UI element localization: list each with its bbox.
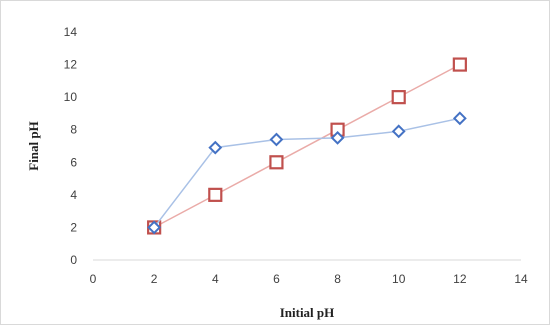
series-1-point	[147, 220, 162, 235]
series-2-point	[452, 57, 467, 72]
y-axis-title: Final pH	[26, 121, 41, 171]
y-tick-label: 2	[70, 220, 77, 234]
y-tick-label: 8	[70, 123, 77, 137]
series-1	[147, 111, 467, 235]
y-tick-label: 14	[64, 25, 78, 39]
x-tick-label: 6	[273, 272, 280, 286]
y-tick-label: 0	[70, 253, 77, 267]
series-1-point	[330, 130, 345, 145]
x-tick-label: 8	[334, 272, 341, 286]
x-tick-label: 0	[90, 272, 97, 286]
y-tick-label: 6	[70, 155, 77, 169]
series-2-point	[391, 90, 406, 105]
series-1-line	[153, 117, 461, 228]
series-1-point	[452, 111, 467, 126]
y-tick-labels: 0 2 4 6 8 10 12 14	[64, 25, 78, 267]
series-2-point	[208, 187, 223, 202]
x-tick-label: 12	[453, 272, 467, 286]
series-layer	[147, 57, 467, 235]
x-tick-label: 10	[392, 272, 406, 286]
x-tick-label: 4	[212, 272, 219, 286]
series-1-point	[208, 140, 223, 155]
y-tick-label: 10	[64, 90, 78, 104]
x-tick-labels: 0 2 4 6 8 10 12 14	[90, 272, 528, 286]
y-tick-label: 12	[64, 58, 78, 72]
x-axis-title: Initial pH	[280, 305, 335, 320]
y-tick-label: 4	[70, 188, 77, 202]
x-tick-label: 14	[514, 272, 528, 286]
series-1-point	[391, 124, 406, 139]
series-2-point	[269, 155, 284, 170]
series-1-point	[269, 132, 284, 147]
x-tick-label: 2	[151, 272, 158, 286]
series-2-line	[153, 63, 461, 229]
